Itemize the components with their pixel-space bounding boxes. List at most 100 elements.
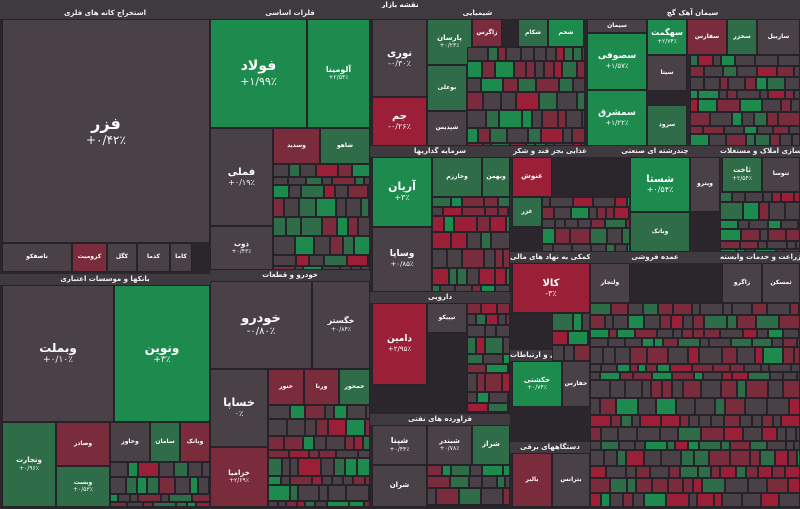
minor-stock-cell[interactable] xyxy=(683,478,693,493)
minor-stock-cell[interactable] xyxy=(542,244,553,252)
minor-stock-cell[interactable] xyxy=(658,303,673,315)
minor-stock-cell[interactable] xyxy=(657,329,673,338)
minor-stock-cell[interactable] xyxy=(688,347,699,364)
minor-stock-cell[interactable] xyxy=(783,338,797,347)
minor-stock-cell[interactable] xyxy=(282,458,290,476)
minor-stock-cell[interactable] xyxy=(314,236,330,255)
stock-tile[interactable]: خساپا ۰٪ xyxy=(210,369,268,447)
minor-stock-cell[interactable] xyxy=(720,192,732,202)
minor-stock-cell[interactable] xyxy=(617,450,626,466)
minor-stock-cell[interactable] xyxy=(451,197,462,207)
minor-stock-cell[interactable] xyxy=(572,244,591,252)
minor-stock-cell[interactable] xyxy=(610,478,627,493)
stock-tile[interactable]: کرومیت xyxy=(72,243,107,272)
minor-stock-cell[interactable] xyxy=(730,364,744,372)
minor-stock-cell[interactable] xyxy=(702,478,725,493)
minor-stock-cell[interactable] xyxy=(478,128,490,143)
minor-stock-cell[interactable] xyxy=(286,501,297,507)
minor-stock-cell[interactable] xyxy=(346,485,369,501)
minor-stock-cell[interactable] xyxy=(176,502,187,507)
minor-stock-cell[interactable] xyxy=(483,92,501,110)
minor-stock-cell[interactable] xyxy=(467,110,486,128)
stock-tile[interactable]: ولتجار xyxy=(590,263,630,303)
minor-stock-cell[interactable] xyxy=(785,90,794,99)
minor-stock-cell[interactable] xyxy=(780,134,792,146)
minor-stock-cell[interactable] xyxy=(787,241,796,249)
minor-stock-cell[interactable] xyxy=(340,266,351,270)
minor-stock-cell[interactable] xyxy=(752,303,767,315)
minor-stock-cell[interactable] xyxy=(490,216,506,232)
minor-stock-cell[interactable] xyxy=(566,110,582,128)
minor-stock-cell[interactable] xyxy=(498,207,508,216)
minor-stock-cell[interactable] xyxy=(335,185,348,198)
minor-stock-cell[interactable] xyxy=(742,493,761,507)
minor-stock-cell[interactable] xyxy=(703,372,722,380)
minor-stock-cell[interactable] xyxy=(724,427,743,441)
minor-stock-cell[interactable] xyxy=(606,207,614,219)
minor-stock-cell[interactable] xyxy=(432,232,451,249)
minor-stock-cell[interactable] xyxy=(508,364,510,373)
minor-stock-cell[interactable] xyxy=(700,303,723,315)
minor-stock-cell[interactable] xyxy=(590,415,611,427)
minor-stock-cell[interactable] xyxy=(467,412,479,414)
minor-stock-cell[interactable] xyxy=(174,462,188,477)
minor-stock-cell[interactable] xyxy=(768,329,783,338)
minor-stock-cell[interactable] xyxy=(137,477,147,494)
stock-tile[interactable]: ونوین +۳٪ xyxy=(114,285,210,422)
minor-stock-cell[interactable] xyxy=(498,47,506,61)
minor-stock-cell[interactable] xyxy=(209,477,211,494)
minor-stock-cell[interactable] xyxy=(505,476,510,488)
minor-stock-cell[interactable] xyxy=(497,476,505,488)
minor-stock-cell[interactable] xyxy=(303,266,322,270)
minor-stock-cell[interactable] xyxy=(479,412,495,414)
minor-stock-cell[interactable] xyxy=(725,478,748,493)
minor-stock-cell[interactable] xyxy=(506,268,510,285)
minor-stock-cell[interactable] xyxy=(790,303,799,315)
minor-stock-cell[interactable] xyxy=(574,345,590,361)
stock-tile[interactable]: وبست +۰/۵۳٪ xyxy=(56,466,110,507)
minor-stock-cell[interactable] xyxy=(722,372,732,380)
minor-stock-cell[interactable] xyxy=(483,143,491,146)
minor-stock-cell[interactable] xyxy=(794,66,800,77)
minor-stock-cell[interactable] xyxy=(553,244,572,252)
minor-stock-cell[interactable] xyxy=(758,241,767,249)
minor-stock-cell[interactable] xyxy=(651,380,662,398)
minor-stock-cell[interactable] xyxy=(295,236,314,255)
minor-stock-cell[interactable] xyxy=(305,405,325,419)
minor-stock-cell[interactable] xyxy=(719,90,727,99)
minor-stock-cell[interactable] xyxy=(760,229,768,241)
minor-stock-cell[interactable] xyxy=(554,61,562,78)
minor-stock-cell[interactable] xyxy=(777,66,794,77)
minor-stock-cell[interactable] xyxy=(345,436,354,450)
minor-stock-cell[interactable] xyxy=(590,372,600,380)
minor-stock-cell[interactable] xyxy=(349,501,364,507)
minor-stock-cell[interactable] xyxy=(668,347,688,364)
minor-stock-cell[interactable] xyxy=(322,266,340,270)
minor-stock-cell[interactable] xyxy=(268,485,290,501)
stock-tile[interactable]: وصادر xyxy=(56,422,110,466)
minor-stock-cell[interactable] xyxy=(740,415,752,427)
minor-stock-cell[interactable] xyxy=(737,66,757,77)
minor-stock-cell[interactable] xyxy=(601,427,618,441)
minor-stock-cell[interactable] xyxy=(353,476,365,485)
minor-stock-cell[interactable] xyxy=(590,493,601,507)
minor-stock-cell[interactable] xyxy=(672,372,694,380)
minor-stock-cell[interactable] xyxy=(358,450,370,458)
minor-stock-cell[interactable] xyxy=(542,219,555,228)
minor-stock-cell[interactable] xyxy=(732,303,752,315)
minor-stock-cell[interactable] xyxy=(273,177,288,185)
minor-stock-cell[interactable] xyxy=(590,228,607,244)
stock-tile[interactable]: وتجارت +۰/۹۶٪ xyxy=(2,422,56,507)
minor-stock-cell[interactable] xyxy=(749,220,768,229)
minor-stock-cell[interactable] xyxy=(635,441,645,450)
stock-tile[interactable]: ساربیل xyxy=(757,19,800,55)
minor-stock-cell[interactable] xyxy=(773,126,789,134)
stock-tile[interactable]: وسدید xyxy=(273,128,320,164)
minor-stock-cell[interactable] xyxy=(640,415,661,427)
minor-stock-cell[interactable] xyxy=(361,266,370,270)
minor-stock-cell[interactable] xyxy=(368,255,370,266)
minor-stock-cell[interactable] xyxy=(432,249,447,268)
minor-stock-cell[interactable] xyxy=(735,55,755,66)
minor-stock-cell[interactable] xyxy=(772,338,783,347)
stock-tile[interactable]: پارسان +۰/۲۳٪ xyxy=(427,19,472,65)
